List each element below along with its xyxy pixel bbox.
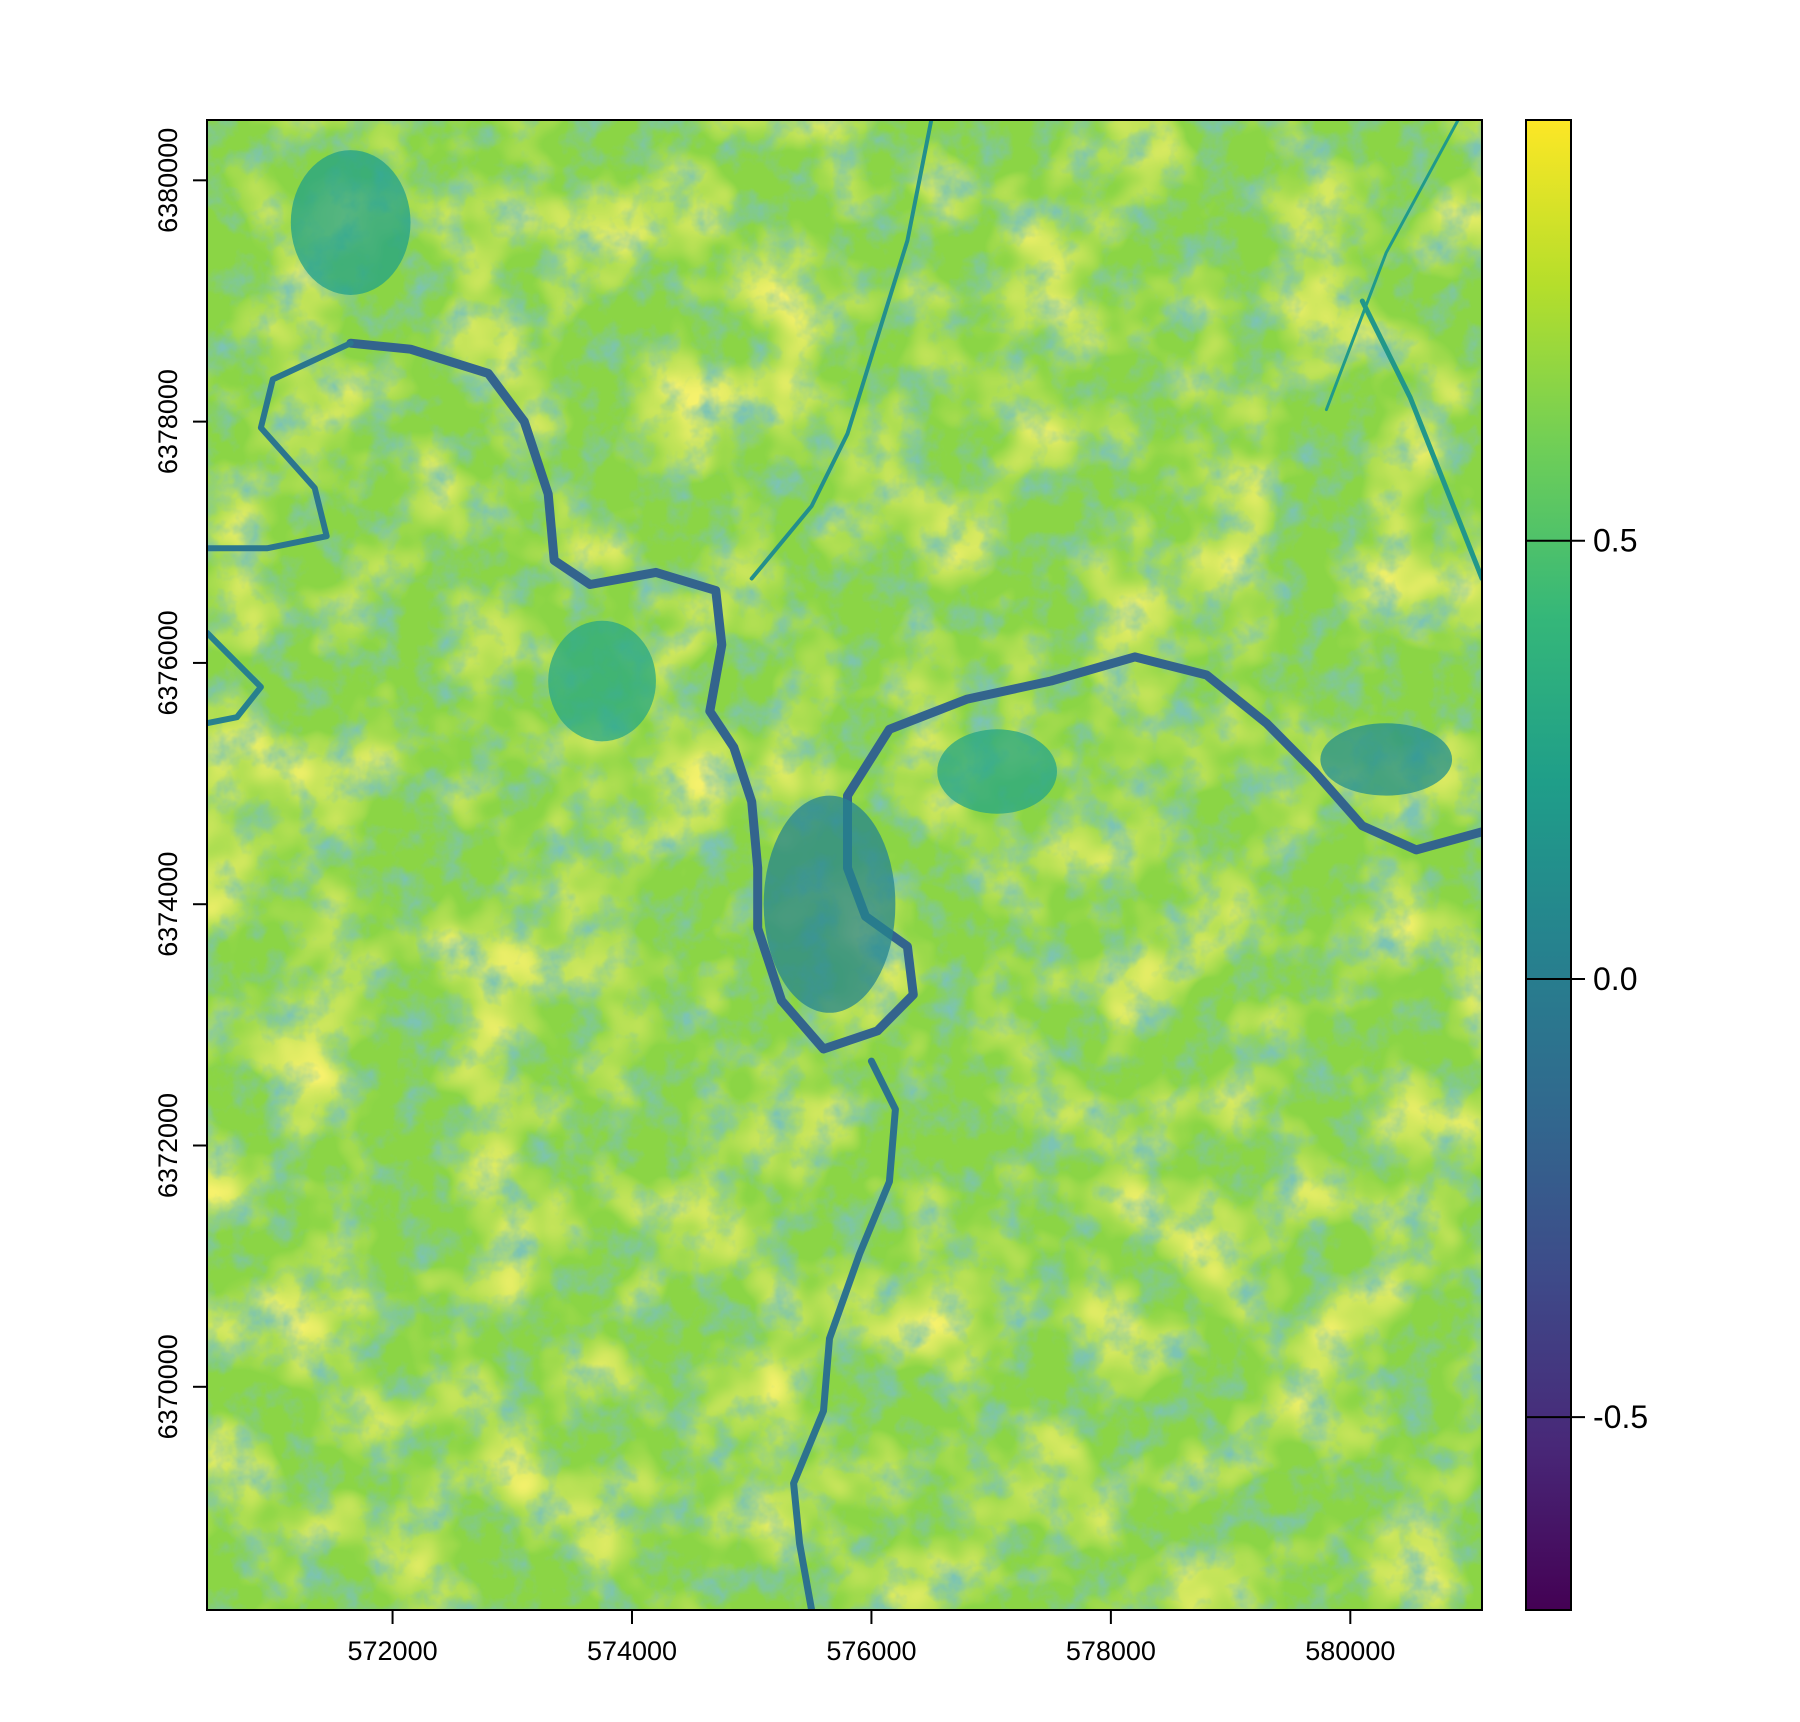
y-tick-label: 6376000	[153, 610, 183, 715]
y-tick-label: 6372000	[153, 1093, 183, 1198]
feature-town-center	[763, 795, 896, 1013]
feature-stream-east	[1359, 298, 1482, 581]
feature-town-ne	[937, 729, 1057, 814]
feature-river-west2	[207, 629, 264, 727]
colorbar-axis: -0.5 0.0 0.5	[1526, 523, 1648, 1435]
plot-frame	[206, 119, 1483, 1611]
feature-river-west	[207, 340, 354, 552]
y-tick-label: 6378000	[153, 369, 183, 474]
colorbar-tick-label: 0.5	[1593, 523, 1637, 559]
colorbar	[1525, 119, 1572, 1611]
feature-stream-north	[749, 120, 934, 581]
x-tick-label: 580000	[1305, 1636, 1395, 1666]
feature-river-main	[346, 338, 1482, 1054]
x-tick-label: 574000	[587, 1636, 677, 1666]
y-axis: 6370000 6372000 6374000 6376000 6378000 63800…	[153, 128, 207, 1439]
feature-town-nw	[290, 150, 411, 295]
colorbar-tick-label: -0.5	[1593, 1399, 1648, 1435]
x-tick-label: 576000	[826, 1636, 916, 1666]
x-tick-label: 578000	[1066, 1636, 1156, 1666]
feature-town-west	[548, 620, 656, 742]
y-tick-label: 6374000	[153, 852, 183, 957]
raster-features	[207, 120, 1482, 1610]
y-tick-label: 6370000	[153, 1334, 183, 1439]
y-tick-label: 6380000	[153, 128, 183, 233]
feature-stream-south	[790, 1057, 899, 1610]
colorbar-tick-label: 0.0	[1593, 961, 1637, 997]
x-axis: 572000 574000 576000 578000 580000	[348, 1610, 1395, 1666]
feature-stream-ne	[1324, 120, 1460, 412]
x-tick-label: 572000	[348, 1636, 438, 1666]
feature-fields-east	[1320, 723, 1453, 796]
raster-image	[207, 120, 1482, 1610]
